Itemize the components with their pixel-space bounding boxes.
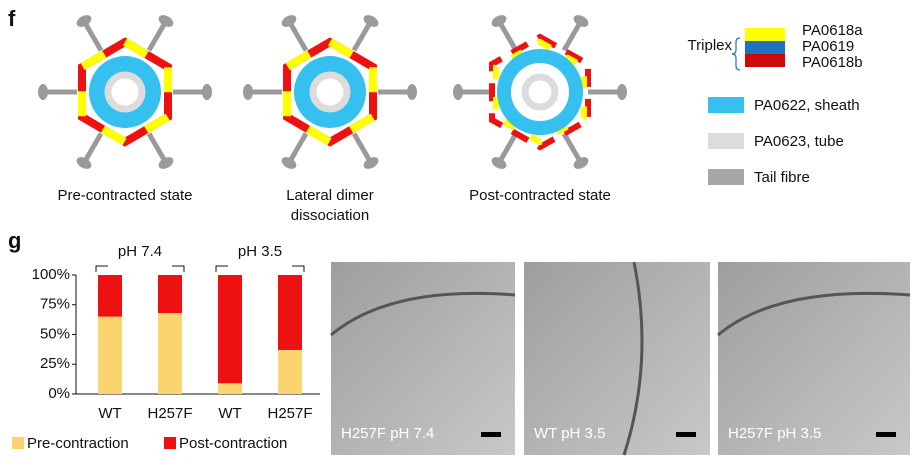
bar-segment — [98, 275, 122, 317]
y-tick-label: 75% — [40, 296, 70, 313]
bar-segment — [98, 316, 122, 394]
legend-label: Tail fibre — [754, 169, 810, 186]
x-tick-label: H257F — [147, 405, 192, 422]
bracket-gap — [108, 258, 172, 270]
membrane-edge — [330, 291, 516, 337]
bracket-gap — [228, 258, 292, 270]
legend-swatch — [745, 54, 785, 67]
bar-segment — [278, 349, 302, 394]
x-tick-label: H257F — [267, 405, 312, 422]
diagram — [243, 13, 417, 172]
bar-segment — [278, 275, 302, 350]
group-label: pH 7.4 — [118, 243, 162, 260]
group-label: pH 3.5 — [238, 243, 282, 260]
micrograph-caption: H257F pH 7.4 — [341, 425, 434, 442]
membrane-edge — [717, 291, 911, 337]
y-tick-label: 25% — [40, 355, 70, 372]
micrograph-caption: H257F pH 3.5 — [728, 425, 821, 442]
y-tick-label: 0% — [48, 385, 70, 402]
legend-label: Pre-contraction — [27, 435, 129, 452]
panel-label: f — [8, 6, 16, 31]
legend-label: PA0619 — [802, 38, 854, 55]
legend-label: PA0623, tube — [754, 133, 844, 150]
y-tick-label: 100% — [32, 266, 70, 283]
y-tick-label: 50% — [40, 325, 70, 342]
legend-label: PA0622, sheath — [754, 97, 860, 114]
bar-segment — [218, 275, 242, 384]
micrograph — [524, 262, 710, 455]
legend-group-label: Triplex — [688, 37, 733, 54]
diagram-caption: Lateral dimer dissociation — [286, 187, 374, 224]
scale-bar — [481, 432, 501, 437]
diagram-caption: Post-contracted state — [469, 187, 611, 204]
legend-label: Post-contraction — [179, 435, 287, 452]
diagram-caption: Pre-contracted state — [57, 187, 193, 204]
legend-swatch — [708, 133, 744, 149]
legend-label: PA0618a — [802, 22, 863, 39]
bar-segment — [158, 313, 182, 394]
scale-bar — [876, 432, 896, 437]
diagram — [38, 13, 212, 172]
legend-swatch — [745, 28, 785, 41]
scale-bar — [676, 432, 696, 437]
x-tick-label: WT — [98, 405, 121, 422]
legend-label: PA0618b — [802, 54, 863, 71]
panel-label: g — [8, 228, 21, 253]
legend-swatch — [12, 437, 24, 449]
legend-swatch — [164, 437, 176, 449]
micrograph-caption: WT pH 3.5 — [534, 425, 605, 442]
diagram — [453, 13, 627, 172]
bar-segment — [158, 275, 182, 314]
legend-swatch — [745, 41, 785, 54]
legend-swatch — [708, 97, 744, 113]
micrographs: H257F pH 7.4 WT pH 3.5 H257F pH 3.5 — [330, 261, 911, 456]
bar-segment — [218, 383, 242, 394]
legend-bracket — [731, 37, 741, 71]
legend-swatch — [708, 169, 744, 185]
x-tick-label: WT — [218, 405, 241, 422]
membrane-edge — [622, 261, 644, 456]
